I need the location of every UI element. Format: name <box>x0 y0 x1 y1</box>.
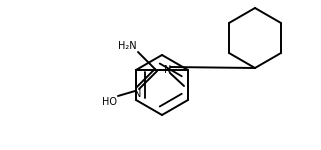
Text: N: N <box>134 89 142 99</box>
Text: H₂N: H₂N <box>118 41 137 51</box>
Text: N: N <box>164 65 172 75</box>
Text: HO: HO <box>102 97 117 107</box>
